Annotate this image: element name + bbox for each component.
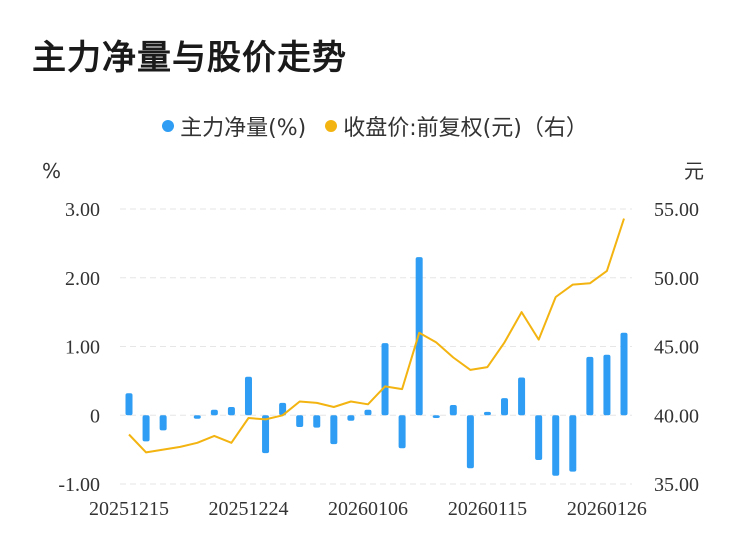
left-tick-label: 3.00 — [65, 199, 100, 221]
bar — [279, 402, 287, 416]
right-tick-label: 55.00 — [654, 199, 699, 221]
left-tick-label: -1.00 — [58, 474, 100, 496]
bar — [432, 415, 440, 418]
x-tick-label: 20260115 — [448, 498, 527, 520]
grid-lines — [120, 208, 632, 485]
bar — [466, 415, 474, 469]
chart-title: 主力净量与股价走势 — [32, 38, 347, 78]
x-tick-label: 20260126 — [567, 498, 647, 520]
bar — [381, 343, 389, 416]
bar — [262, 415, 270, 454]
bar — [603, 354, 611, 416]
bar — [398, 415, 406, 449]
axis-labels: 3.00 2.00 1.00 0 -1.00 55.00 50.00 45.00 40.00 35… — [42, 159, 704, 520]
left-tick-label: 2.00 — [65, 268, 100, 290]
bar — [501, 398, 509, 416]
bar — [449, 404, 457, 416]
bar — [227, 407, 235, 416]
legend-label-net-flow: 主力净量(%) — [180, 116, 307, 141]
right-tick-label: 35.00 — [654, 474, 699, 496]
legend-dot-blue-icon — [162, 120, 175, 132]
price-line-path — [128, 218, 625, 454]
bar — [535, 415, 543, 460]
right-axis-unit: 元 — [684, 159, 704, 183]
bar — [125, 393, 133, 416]
legend-label-close-price: 收盘价:前复权(元)（右） — [343, 116, 588, 141]
left-axis-unit: % — [42, 159, 61, 183]
x-tick-label: 20260106 — [328, 498, 408, 520]
bar — [620, 332, 628, 416]
bar — [518, 377, 526, 416]
x-tick-label: 20251215 — [89, 498, 169, 520]
legend-item-close-price[interactable]: 收盘价:前复权(元)（右） — [325, 110, 588, 142]
bar — [296, 415, 304, 427]
bar — [142, 415, 150, 442]
right-tick-label: 40.00 — [654, 405, 699, 427]
bar — [552, 415, 560, 476]
right-tick-label: 50.00 — [654, 268, 699, 290]
legend[interactable]: 主力净量(%) 收盘价:前复权(元)（右） — [0, 110, 750, 142]
left-tick-label: 0 — [90, 405, 100, 427]
bar — [159, 415, 167, 431]
right-tick-label: 45.00 — [654, 337, 699, 359]
bar — [330, 415, 338, 445]
bar — [364, 409, 372, 416]
bar — [244, 376, 252, 416]
left-tick-label: 1.00 — [65, 337, 100, 359]
bar — [483, 411, 491, 416]
bar — [586, 356, 594, 416]
x-tick-label: 20251224 — [208, 498, 288, 520]
bar — [313, 415, 321, 428]
legend-dot-yellow-icon — [325, 120, 338, 132]
legend-item-net-flow[interactable]: 主力净量(%) — [162, 110, 306, 142]
bar — [347, 415, 355, 421]
bar — [210, 409, 218, 416]
bars — [125, 257, 628, 476]
bar — [569, 415, 577, 472]
price-line — [128, 218, 625, 454]
bar — [193, 415, 201, 419]
